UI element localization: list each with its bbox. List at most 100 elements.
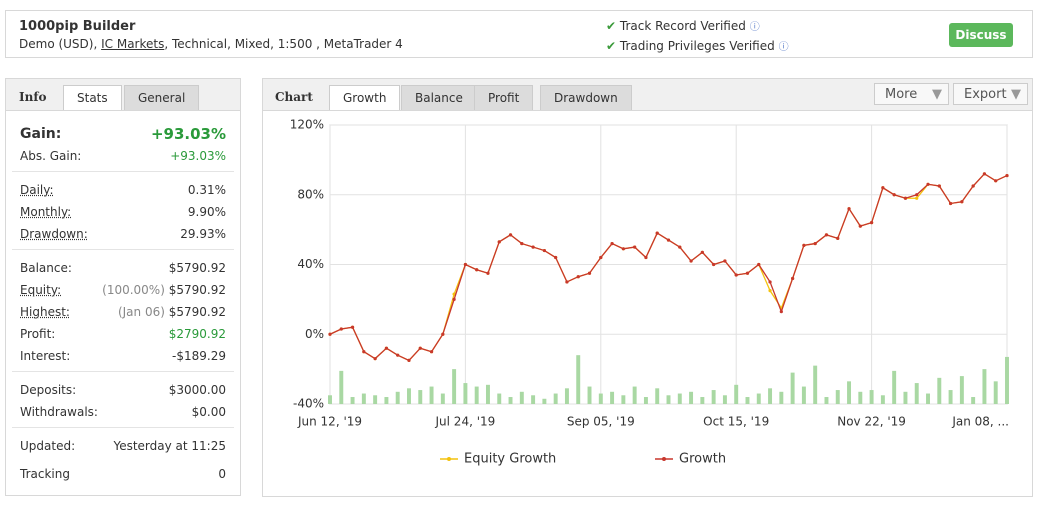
broker-link[interactable]: IC Markets <box>101 37 165 51</box>
discuss-button[interactable]: Discuss <box>949 23 1013 47</box>
series-point <box>745 271 750 275</box>
volume-bar <box>959 376 964 404</box>
volume-bar <box>801 386 806 404</box>
series-point <box>384 346 389 350</box>
label: Updated: <box>20 439 76 453</box>
volume-bar <box>1005 356 1009 404</box>
x-tick-label: Jun 12, '19 <box>297 415 362 429</box>
header: 1000pip Builder Demo (USD), IC Markets, … <box>5 10 1033 58</box>
volume-bar <box>429 386 434 404</box>
verified-item: ✔ Track Record Verified ⓘ <box>606 19 760 33</box>
series-point <box>757 262 761 267</box>
volume-bar <box>711 390 716 404</box>
series-point <box>960 200 964 204</box>
series-point <box>892 193 896 197</box>
gain-row: Gain: +93.03% <box>20 124 226 144</box>
series-point <box>610 241 614 246</box>
volume-bar <box>813 365 818 404</box>
x-tick-label: Nov 22, '19 <box>837 415 906 429</box>
volume-bar <box>666 395 671 404</box>
tab[interactable]: Growth <box>329 85 401 110</box>
series-point <box>948 201 953 206</box>
amount: $5790.92 <box>168 283 226 297</box>
volume-bar <box>407 388 411 404</box>
volume-bar <box>847 381 852 404</box>
separator <box>12 249 234 250</box>
series-point <box>554 255 558 260</box>
export-button[interactable]: Export ▼ <box>953 83 1028 105</box>
stat-row: Highest: (Jan 06) $5790.92 <box>20 302 226 322</box>
series-point <box>858 224 862 228</box>
tab[interactable]: Profit <box>474 85 534 110</box>
text: Trading Privileges Verified <box>619 39 775 53</box>
tab[interactable]: General <box>124 85 200 110</box>
series-point <box>452 297 456 301</box>
series-point <box>971 184 975 188</box>
volume-bar <box>643 397 648 404</box>
series-point <box>813 241 817 246</box>
volume-bar <box>790 372 795 404</box>
series-point <box>712 262 716 267</box>
separator <box>12 427 234 428</box>
volume-bar <box>553 393 558 404</box>
value: +93.03% <box>150 125 226 143</box>
more-button[interactable]: More ▼ <box>874 83 949 105</box>
tab-label: Info <box>19 90 47 104</box>
series-point <box>339 327 343 331</box>
y-tick-label: 120% <box>290 118 324 132</box>
value: Yesterday at 11:25 <box>113 439 226 453</box>
series-point <box>700 250 704 254</box>
stat-row: Profit: $2790.92 <box>20 324 226 344</box>
stat-row: Withdrawals: $0.00 <box>20 402 226 422</box>
series-point <box>362 350 366 354</box>
stat-row: Abs. Gain: +93.03% <box>20 146 226 166</box>
series-point <box>542 248 546 253</box>
stat-row: Equity: (100.00%) $5790.92 <box>20 280 226 300</box>
series-point <box>429 350 434 354</box>
volume-bar <box>655 388 660 404</box>
series-point <box>328 332 332 336</box>
series-point <box>802 243 806 247</box>
value: +93.03% <box>170 149 226 163</box>
volume-bar <box>677 393 682 404</box>
volume-bar <box>948 390 953 404</box>
volume-bar <box>621 395 626 404</box>
tab[interactable]: Drawdown <box>540 85 632 110</box>
verified: ✔ Track Record Verified ⓘ ✔ Trading Priv… <box>606 17 789 57</box>
separator <box>12 171 234 172</box>
volume-bar <box>339 370 344 404</box>
series-point <box>881 186 885 190</box>
series-point <box>937 184 941 188</box>
volume-bar <box>361 393 366 404</box>
volume-bar <box>350 397 355 404</box>
series-point <box>926 182 930 186</box>
label: Gain: <box>20 126 62 142</box>
text: Export <box>964 87 1007 102</box>
value: $2790.92 <box>168 327 226 341</box>
volume-bar <box>519 391 524 404</box>
title: 1000pip Builder <box>19 19 136 34</box>
series-point <box>396 353 400 357</box>
series-point <box>644 255 648 260</box>
legend-label: Growth <box>679 452 726 467</box>
series-point <box>723 259 727 263</box>
value: (Jan 06) $5790.92 <box>118 302 226 322</box>
tab[interactable]: Stats <box>63 85 122 110</box>
volume-bar <box>610 391 615 404</box>
series-point <box>915 193 919 197</box>
volume-bar <box>892 370 897 404</box>
amount: $5790.92 <box>168 305 226 319</box>
series-point <box>836 236 840 240</box>
volume-bar <box>982 369 987 404</box>
series-point <box>847 207 851 211</box>
stat-row: Interest: -$189.29 <box>20 346 226 366</box>
value: 0 <box>218 467 226 481</box>
legend-label: Equity Growth <box>464 452 556 467</box>
series-point <box>621 247 625 251</box>
volume-bar <box>508 397 513 404</box>
volume-bar <box>880 395 885 404</box>
volume-bar <box>937 377 942 404</box>
volume-bar <box>328 395 332 404</box>
volume-bar <box>722 395 727 404</box>
value: $3000.00 <box>168 383 226 397</box>
